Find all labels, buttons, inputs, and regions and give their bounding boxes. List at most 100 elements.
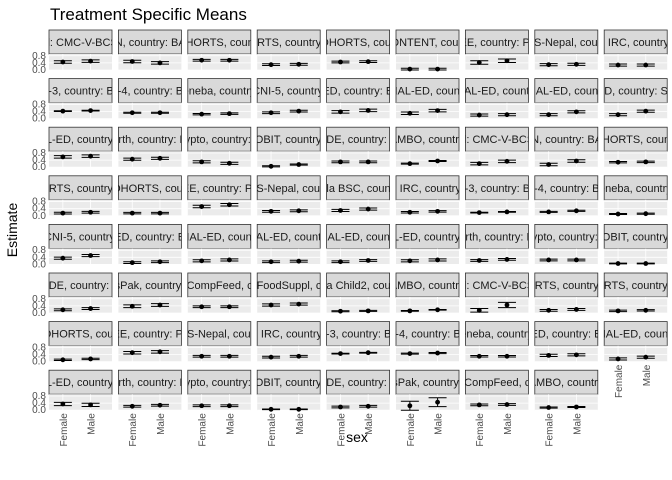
- chart-title: Treatment Specific Means: [50, 5, 247, 24]
- panel-background: [257, 394, 321, 411]
- data-point: [504, 402, 510, 407]
- facet-strip-label: studyid: PROBIT, country: BELARUS: [546, 231, 672, 243]
- facet-strip-label: studyid: MAL-ED, country: INDIA: [556, 329, 672, 341]
- data-point: [338, 308, 343, 314]
- data-point: [476, 112, 482, 118]
- panel-background: [465, 345, 529, 362]
- facet-strip-label: studyid: MAL-ED, country: TANZANIA: [335, 231, 520, 243]
- y-tick-label: 0.0: [32, 65, 46, 76]
- facet-strip: [395, 223, 460, 249]
- data-point: [476, 402, 482, 408]
- data-point: [365, 206, 371, 212]
- data-point: [88, 402, 93, 408]
- panel-background: [257, 297, 321, 313]
- y-axis-title: Estimate: [4, 203, 20, 258]
- data-point: [338, 109, 343, 115]
- facet-strip-label: studyid: COHORTS, country: BRAZIL: [128, 37, 311, 49]
- data-point: [129, 350, 135, 356]
- y-tick-label: 0.4: [32, 106, 46, 117]
- y-tick-label: 0.4: [32, 349, 46, 360]
- facet-strip-label: studyid: PROVIDE, country: BANGLADESH: [251, 377, 465, 389]
- panel-background: [396, 151, 459, 168]
- panel-background: [465, 297, 529, 313]
- data-point: [615, 356, 621, 362]
- facet-strip: [187, 369, 252, 395]
- data-point: [296, 61, 302, 67]
- facet-strip-label: studyid: Tanzania Child2, country: TANZA…: [248, 280, 469, 292]
- facet-strip-label: studyid: MAL-ED, country: TANZANIA: [0, 377, 173, 389]
- y-tick-label: 0.0: [32, 308, 46, 319]
- data-point: [129, 403, 135, 409]
- data-point: [268, 110, 274, 116]
- data-point: [504, 257, 510, 262]
- data-point: [60, 59, 66, 65]
- facet-strip: [256, 29, 321, 55]
- data-point: [615, 159, 621, 165]
- data-point: [157, 349, 163, 355]
- facet-strip-label: studyid: IRC, country: INDIA: [220, 329, 358, 341]
- data-point: [268, 259, 274, 265]
- data-point: [643, 211, 649, 217]
- data-point: [296, 208, 302, 214]
- facet-strip: [118, 321, 182, 347]
- facet-strip: [48, 78, 113, 103]
- data-point: [365, 159, 371, 165]
- data-point: [643, 108, 649, 114]
- data-point: [435, 307, 440, 313]
- panel-background: [49, 248, 112, 265]
- facet-strip-label: studyid: MAL-ED, country: NEPAL: [206, 231, 372, 243]
- data-point: [365, 258, 371, 263]
- facet-strip-label: studyid: CONTENT, country: PERU: [342, 37, 514, 49]
- facet-strip: [395, 369, 460, 395]
- facet-strip-label: studyid: SAS-CompFeed, country: INDIA: [398, 377, 597, 389]
- data-point: [157, 259, 163, 265]
- data-point: [88, 209, 93, 215]
- facet-strip: [395, 29, 460, 55]
- data-point: [88, 108, 93, 113]
- panel-background: [257, 102, 321, 119]
- facet-strip-label: studyid: COHORTS, country: PHILIPPINES: [530, 280, 672, 292]
- y-tick-label: 0.0: [32, 405, 46, 416]
- panel-background: [257, 199, 321, 216]
- data-point: [268, 208, 274, 214]
- facet-strip: [48, 369, 113, 395]
- facet-strip: [534, 223, 599, 249]
- x-tick-label: Female: [198, 413, 209, 447]
- facet-strip: [534, 29, 599, 55]
- x-tick-label: Male: [572, 413, 583, 435]
- facet-strip-label: studyid: COHORTS, country: INDIA: [271, 37, 445, 49]
- data-point: [60, 307, 66, 313]
- data-point: [199, 204, 205, 209]
- data-point: [546, 257, 552, 263]
- data-point: [199, 353, 205, 359]
- facet-strip: [395, 175, 460, 201]
- panel-background: [534, 151, 598, 168]
- y-tick-label: 0.0: [32, 162, 46, 173]
- data-point: [129, 210, 135, 216]
- data-point: [296, 406, 302, 412]
- data-point: [338, 59, 343, 65]
- data-point: [435, 66, 440, 72]
- facet-strip: [603, 272, 668, 298]
- data-point: [476, 210, 482, 216]
- facet-strip-label: studyid: Guatemala BSC, country: GUATEMA…: [240, 183, 476, 195]
- x-tick-label: Female: [336, 413, 347, 447]
- data-point: [573, 208, 579, 214]
- panel-background: [465, 54, 529, 70]
- facet-strip: [48, 175, 113, 201]
- data-point: [296, 258, 302, 264]
- data-point: [338, 351, 343, 356]
- facet-strip: [118, 369, 182, 395]
- data-point: [546, 162, 552, 167]
- data-point: [573, 158, 579, 164]
- y-tick-label: 0.4: [32, 301, 46, 312]
- facet-strip: [118, 175, 182, 201]
- panel-background: [534, 345, 598, 362]
- facet-strip: [534, 126, 599, 152]
- data-point: [296, 301, 302, 307]
- data-point: [476, 60, 482, 65]
- data-point: [60, 210, 66, 216]
- facet-strip: [464, 78, 529, 103]
- data-point: [615, 62, 621, 68]
- x-tick-label: Male: [87, 413, 98, 435]
